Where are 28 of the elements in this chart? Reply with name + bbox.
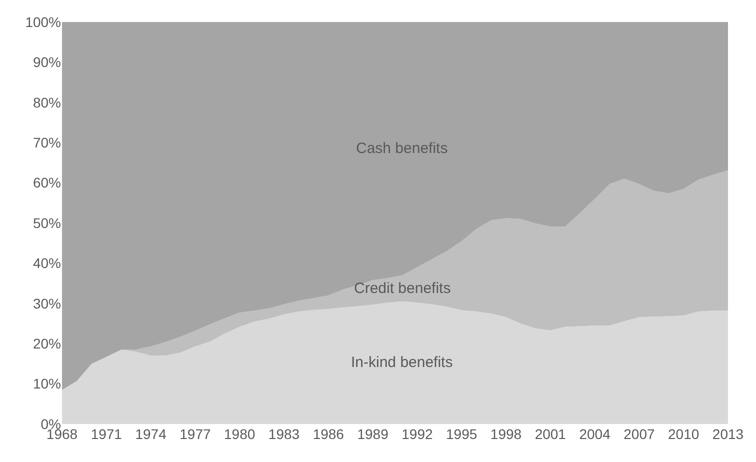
series-label: Credit benefits: [354, 280, 451, 297]
x-tick-label: 1992: [402, 426, 433, 442]
x-tick-label: 1998: [490, 426, 522, 442]
y-tick-label: 50%: [32, 214, 61, 231]
x-tick-label: 2007: [624, 426, 655, 442]
y-tick-label: 20%: [32, 336, 61, 352]
x-tick-label: 2001: [534, 426, 566, 442]
y-tick-label: 80%: [32, 94, 61, 110]
y-tick-label: 100%: [25, 14, 61, 30]
y-tick-label: 70%: [32, 134, 61, 150]
x-tick-label: 1983: [268, 426, 300, 442]
x-tick-label: 1980: [224, 426, 256, 442]
series-label: In-kind benefits: [351, 354, 453, 371]
x-tick-label: 1989: [357, 426, 389, 442]
y-tick-label: 30%: [32, 295, 61, 312]
x-tick-label: 2010: [668, 426, 700, 442]
x-tick-label: 1974: [135, 426, 167, 442]
x-tick-label: 2013: [712, 426, 744, 442]
x-tick-label: 2004: [579, 426, 611, 442]
x-tick-label: 1995: [446, 426, 478, 442]
x-tick-label: 1977: [180, 426, 211, 442]
series-label: Cash benefits: [356, 140, 448, 157]
y-tick-label: 40%: [32, 255, 61, 272]
x-tick-label: 1986: [312, 426, 344, 442]
x-tick-label: 1971: [90, 426, 122, 442]
y-tick-label: 10%: [32, 376, 61, 392]
y-tick-label: 90%: [32, 54, 61, 70]
y-tick-label: 60%: [32, 174, 61, 191]
